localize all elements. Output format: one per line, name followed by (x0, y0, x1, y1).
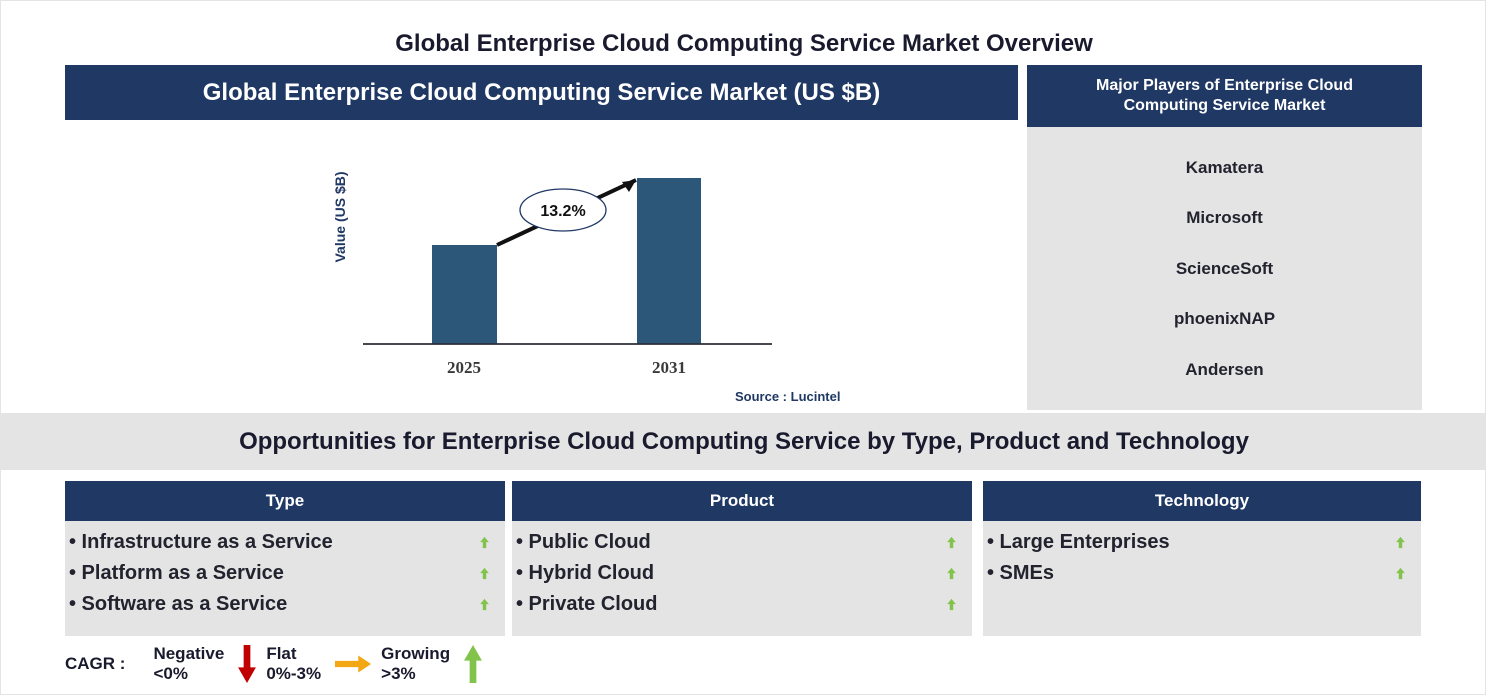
svg-text:13.2%: 13.2% (540, 203, 585, 220)
svg-text:Value (US $B): Value (US $B) (332, 171, 348, 262)
